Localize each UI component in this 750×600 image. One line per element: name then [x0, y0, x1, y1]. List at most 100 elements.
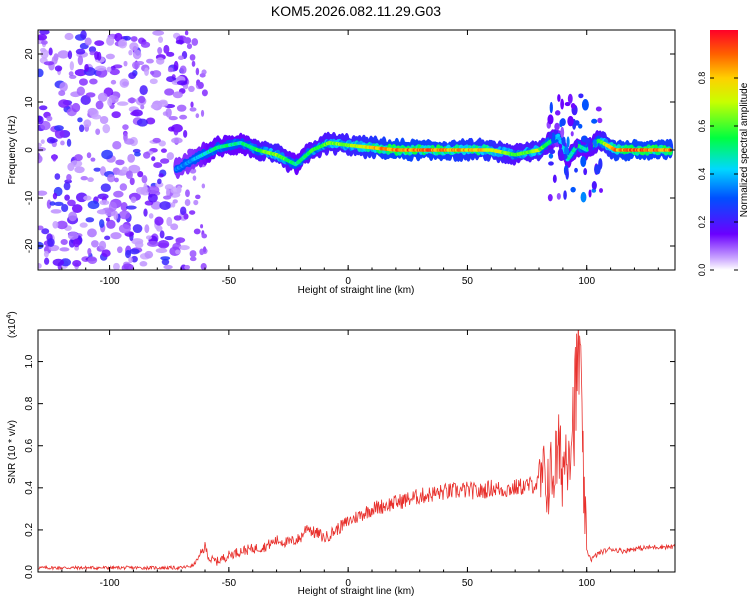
spectrogram-noise-blob: [173, 60, 179, 71]
x-tick-label: 50: [462, 276, 474, 287]
spectrogram-noise-blob: [189, 250, 197, 258]
spectrogram-scatter-blob: [592, 139, 597, 147]
spectrogram-noise-blob: [77, 55, 84, 66]
spectrogram-noise-blob: [179, 114, 188, 120]
spectrogram-noise-blob: [99, 199, 110, 206]
spectrogram-scatter-blob: [549, 101, 553, 114]
spectrogram-scatter-blob: [552, 174, 557, 183]
spectrogram-noise-blob: [41, 228, 50, 235]
spectrogram-noise-blob: [104, 235, 111, 241]
spectrogram-noise-blob: [54, 128, 65, 139]
spectrogram-noise-blob: [200, 109, 205, 117]
spectrogram-noise-blob: [72, 238, 81, 248]
spectrogram-noise-blob: [57, 50, 70, 59]
spectrogram-scatter-blob: [566, 136, 570, 148]
x-tick-label: -50: [222, 578, 237, 589]
y-tick-label: 0.6: [24, 438, 35, 452]
x-tick-label: 0: [345, 276, 351, 287]
spectrogram-noise-blob: [183, 129, 188, 138]
spectrogram-noise-blob: [107, 97, 113, 107]
spectrogram-scatter-blob: [560, 98, 565, 110]
spectrogram-noise-blob: [130, 111, 140, 116]
spectrogram-noise-blob: [140, 41, 151, 48]
y-tick-label: 0.4: [24, 480, 35, 494]
colorbar-tick-label: 0.6: [697, 120, 707, 133]
spectrogram-noise-blob: [50, 209, 62, 214]
spectrogram-noise-blob: [38, 68, 44, 78]
spectrogram-noise-blob: [153, 162, 163, 169]
spectrogram-noise-blob: [127, 153, 136, 163]
spectrogram-noise-blob: [71, 102, 81, 113]
spectrogram-noise-blob: [173, 215, 182, 221]
spectrogram-noise-blob: [130, 196, 137, 203]
spectrogram-noise-blob: [63, 182, 71, 191]
spectrogram-noise-blob: [115, 159, 125, 166]
spectrogram-scatter-blob: [548, 149, 556, 155]
spectrogram-noise-blob: [38, 190, 48, 196]
spectrogram-noise-blob: [123, 35, 132, 41]
spectrogram-noise-blob: [161, 258, 170, 266]
spectrogram-noise-blob: [200, 263, 207, 270]
y-tick-label: 1.0: [24, 354, 35, 368]
spectrogram-scatter-blob: [561, 136, 566, 146]
spectrogram-noise-blob: [49, 138, 58, 143]
colorbar-tick-label: 0.0: [697, 264, 707, 277]
spectrogram-noise-blob: [85, 92, 96, 98]
snr-panel: -100 -50 0 50 100 0.0 0.2 0.4 0.6 0.8 1.0 Height …: [6, 311, 676, 597]
spectrogram-noise-blob: [60, 140, 65, 146]
spectrogram-scatter-blob: [595, 106, 602, 112]
spectrogram-noise-blob: [89, 78, 98, 85]
spectrogram-noise-blob: [188, 85, 195, 93]
spectrogram-noise-blob: [125, 205, 137, 210]
spectrogram-scatter-blob: [558, 143, 563, 149]
top-x-ticks: -100 -50 0 50 100: [37, 30, 659, 287]
spectrogram-noise-blob: [61, 203, 69, 213]
spectrogram-noise-blob: [87, 228, 97, 238]
y-tick-label: -20: [24, 238, 35, 253]
spectrogram-noise-blob: [87, 177, 94, 183]
spectrogram-noise-blob: [97, 92, 108, 102]
spectrogram-noise-blob: [160, 148, 167, 153]
spectrogram-noise-blob: [195, 113, 200, 119]
spectrogram-noise-blob: [118, 210, 131, 220]
spectrogram-noise-blob: [139, 85, 148, 96]
spectrogram-noise-blob: [78, 124, 85, 133]
spectrogram-noise-blob: [94, 65, 107, 72]
spectrogram-noise-blob: [66, 138, 72, 147]
colorbar-tick-label: 0.2: [697, 216, 707, 229]
spectrogram-noise-blob: [77, 117, 83, 123]
spectrogram-scatter-blob: [591, 181, 597, 190]
spectrogram-noise-blob: [101, 249, 111, 257]
spectrogram-noise-blob: [143, 151, 151, 159]
spectrogram-noise-blob: [152, 137, 161, 143]
spectrogram-scatter-blob: [588, 189, 592, 198]
spectrogram-noise-blob: [52, 192, 58, 200]
spectrogram-scatter-blob: [580, 191, 587, 203]
spectrogram-noise-blob: [38, 115, 44, 125]
spectrogram-noise-blob: [129, 42, 139, 51]
spectrogram-noise-blob: [108, 201, 117, 212]
spectrogram-noise-blob: [67, 50, 73, 60]
spectrogram-noise-blob: [150, 103, 159, 110]
spectrogram-noise-blob: [86, 152, 92, 159]
spectrogram-noise-blob: [48, 47, 53, 56]
spectrogram-noise-blob: [99, 116, 109, 125]
spectrogram-noise-blob: [120, 202, 128, 212]
spectrogram-noise-blob: [147, 185, 160, 195]
y-scale-exp: 4: [6, 315, 13, 319]
spectrogram-noise-blob: [200, 224, 204, 229]
spectrogram-noise-blob: [128, 49, 133, 56]
spectrogram-noise-blob: [157, 178, 162, 185]
spectrogram-noise-blob: [144, 224, 150, 234]
spectrogram-noise-blob: [67, 231, 79, 240]
spectrogram-noise-blob: [136, 118, 148, 127]
spectrogram-noise-blob: [184, 37, 192, 44]
spectrogram-noise-blob: [106, 36, 115, 46]
spectrogram-noise-blob: [43, 61, 55, 66]
spectrogram-noise-blob: [201, 233, 208, 239]
colorbar: 0.0 0.2 0.4 0.6 0.8 Normalized spectral ampl…: [697, 30, 750, 276]
spectrogram-scatter-blob: [558, 152, 565, 161]
spectrogram-noise-blob: [110, 79, 117, 85]
spectrogram-noise-blob: [140, 104, 145, 110]
